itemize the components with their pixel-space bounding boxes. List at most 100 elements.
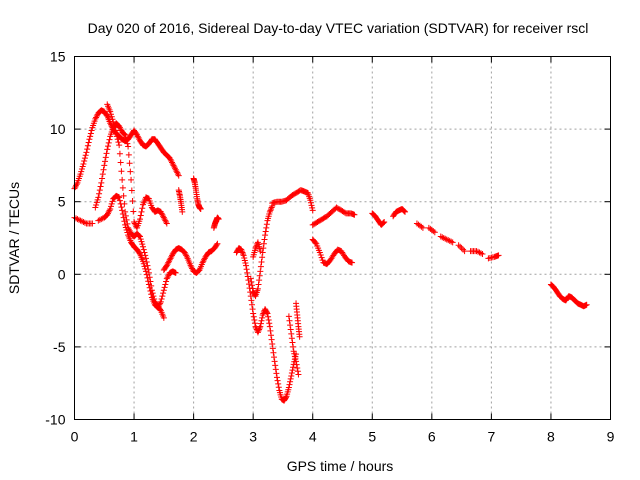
series-track-k [269,187,316,214]
data-point [265,317,272,324]
data-point [294,368,301,375]
data-point [187,262,194,269]
data-point [94,196,101,203]
data-point [105,143,111,150]
data-point [238,246,245,253]
data-point [458,245,465,252]
data-point [137,233,144,240]
data-point [139,258,146,265]
data-point [214,240,221,247]
data-point [269,345,276,352]
data-point [270,349,277,356]
data-point [110,118,117,125]
data-point [249,285,256,292]
data-point [117,159,124,166]
series-track-l [285,313,302,378]
data-point [290,348,297,355]
data-point [256,272,263,279]
data-point [116,150,123,157]
data-point [256,277,263,284]
data-point [162,281,169,288]
data-point [137,212,144,219]
series-track-a [71,107,182,192]
data-point [255,327,262,334]
data-point [439,234,446,241]
data-point [316,249,323,256]
data-point [163,275,170,282]
data-point [123,216,130,223]
data-point [174,171,181,178]
data-point [437,233,444,240]
data-point [163,219,170,226]
data-point [293,361,300,368]
series-track-d [104,101,167,321]
data-point [139,243,146,250]
data-point [139,205,146,212]
data-point [122,208,129,215]
data-point [78,166,85,173]
data-point [146,274,153,281]
data-point [92,204,99,211]
data-point [111,124,118,131]
data-point [440,235,447,241]
data-point [241,254,248,261]
data-point [197,205,204,212]
data-point [295,371,302,378]
data-point [99,175,106,182]
data-point [131,219,138,226]
data-point [248,301,255,308]
data-point [400,207,407,214]
data-point [249,306,256,313]
data-point [163,278,170,285]
data-point [288,335,295,342]
data-point [307,197,314,204]
data-point [78,168,85,175]
data-point [266,208,273,215]
data-point [105,139,112,146]
data-point [151,295,158,302]
data-point [78,218,85,225]
data-point [72,182,79,189]
data-point [95,217,102,224]
data-point [449,239,456,246]
data-point [159,293,166,300]
data-point [147,278,154,285]
data-point [286,381,293,388]
data-point [307,199,314,206]
data-point [248,282,255,289]
data-point [95,194,102,201]
data-point [81,155,88,162]
data-point [291,350,298,357]
data-point [259,314,266,321]
data-point [379,220,386,227]
data-point [119,176,126,183]
data-point [266,323,273,330]
grid [74,56,611,420]
data-point [144,262,151,269]
data-point [122,212,129,219]
data-point [128,176,135,183]
data-point [255,281,262,288]
data-point [172,165,178,172]
data-point [167,156,174,163]
data-point [166,155,173,162]
series-track-j [247,203,276,300]
data-point [288,330,295,337]
data-point [116,194,123,201]
data-point [121,200,128,207]
series-track-n [250,239,264,260]
data-point [119,207,126,214]
data-point [117,126,124,133]
data-point [166,256,173,263]
data-point [72,215,79,222]
data-point [102,154,109,161]
data-point [291,353,298,360]
data-point [80,160,87,167]
y-axis-label: SDTVAR / TECUs [6,182,22,294]
data-point [260,240,267,247]
data-point [448,238,455,245]
data-point [269,340,276,347]
data-point [250,313,257,320]
data-point [92,115,99,122]
data-point [189,265,196,272]
